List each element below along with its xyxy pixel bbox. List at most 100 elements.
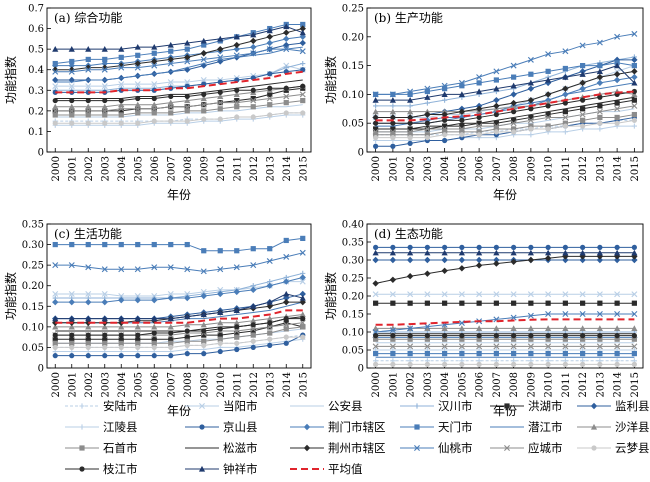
data-point (102, 97, 108, 104)
data-point (510, 82, 517, 89)
data-point (510, 99, 517, 107)
data-point (614, 336, 620, 342)
data-point (510, 249, 517, 256)
data-point (631, 256, 638, 264)
data-point (597, 114, 603, 121)
data-point (459, 132, 465, 138)
data-point (168, 330, 174, 336)
legend-marker (199, 424, 205, 430)
data-point (151, 101, 158, 108)
data-point (250, 317, 257, 324)
data-point (441, 291, 448, 298)
data-point (167, 290, 174, 297)
series-line (375, 116, 635, 147)
data-point (579, 42, 586, 49)
data-point (476, 300, 482, 306)
data-point (528, 361, 534, 367)
data-point (493, 325, 500, 331)
series-line (375, 313, 635, 333)
data-point (283, 320, 289, 326)
data-point (372, 280, 379, 287)
data-point (389, 249, 396, 256)
series-line (375, 114, 635, 136)
data-point (614, 62, 621, 69)
x-tick-label: 2005 (133, 156, 144, 181)
data-point (234, 340, 240, 346)
legend-label: 枝江市 (103, 462, 138, 476)
series-line (55, 314, 303, 328)
data-point (562, 74, 569, 80)
x-tick-label: 2004 (440, 372, 451, 397)
data-point (510, 325, 517, 331)
data-point (389, 291, 396, 298)
x-tick-label: 2006 (150, 156, 161, 181)
data-point (217, 116, 223, 122)
data-point (545, 325, 552, 331)
data-point (613, 71, 621, 78)
x-tick-label: 2014 (282, 372, 293, 397)
data-point (458, 291, 465, 298)
data-point (234, 114, 240, 120)
legend-label: 钟祥市 (223, 462, 258, 476)
data-point (200, 56, 207, 63)
data-point (511, 129, 517, 135)
series-line (55, 338, 303, 353)
data-point (373, 300, 379, 306)
data-point (597, 333, 603, 339)
data-point (579, 111, 586, 118)
data-point (69, 340, 75, 346)
x-tick-label: 2003 (423, 156, 434, 181)
data-point (68, 83, 75, 90)
data-point (562, 300, 568, 306)
data-point (596, 249, 603, 256)
data-point (459, 361, 465, 367)
data-point (151, 344, 157, 351)
data-point (267, 246, 273, 252)
series-仙桃市 (52, 46, 306, 75)
data-point (528, 351, 534, 357)
data-point (407, 97, 414, 103)
data-point (135, 110, 141, 116)
data-point (184, 103, 191, 110)
y-tick-label: 0.25 (342, 4, 364, 15)
data-point (631, 79, 638, 86)
series-应城市 (52, 91, 306, 114)
data-point (102, 340, 108, 346)
data-point (613, 256, 621, 264)
data-point (267, 91, 273, 97)
data-point (102, 353, 108, 359)
data-point (441, 91, 448, 97)
data-point (85, 336, 91, 342)
data-point (52, 107, 59, 114)
panel-title: (c) 生活功能 (54, 227, 122, 241)
data-point (52, 97, 58, 104)
data-point (234, 97, 240, 104)
data-point (597, 63, 603, 69)
data-point (372, 91, 379, 98)
data-point (217, 336, 223, 342)
legend-label: 松滋市 (223, 441, 258, 455)
data-point (217, 58, 224, 65)
data-point (562, 256, 569, 264)
data-point (442, 86, 448, 92)
data-point (168, 340, 174, 346)
data-point (389, 91, 396, 98)
data-point (545, 343, 552, 350)
legend-item: 监利县 (577, 399, 650, 413)
data-point (134, 43, 141, 50)
data-point (373, 135, 379, 141)
plot-frame (366, 7, 644, 153)
data-point (424, 249, 431, 256)
series-line (55, 69, 303, 93)
x-axis-label: 年份 (167, 188, 191, 202)
data-point (168, 48, 174, 54)
series-line (55, 112, 303, 124)
data-point (493, 129, 499, 135)
data-point (184, 108, 190, 114)
series-云梦县 (52, 334, 306, 351)
data-point (614, 249, 621, 256)
data-point (118, 105, 125, 112)
data-point (168, 344, 174, 351)
data-point (493, 123, 500, 130)
data-point (511, 300, 517, 306)
